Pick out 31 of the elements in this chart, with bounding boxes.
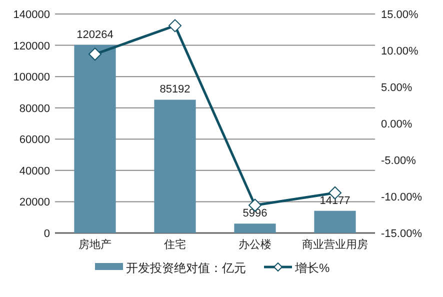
data-label: 5996 (242, 208, 268, 220)
x-tick-label: 商业营业用房 (302, 238, 368, 251)
y2-tick-label: 15.00% (381, 9, 419, 21)
data-label: 14177 (320, 194, 350, 207)
data-label: 85192 (160, 84, 190, 96)
y2-tick-label: 10.00% (381, 46, 419, 58)
bar (314, 210, 356, 233)
legend-label: 增长% (294, 261, 330, 275)
data-label: 120264 (76, 28, 114, 41)
bar (154, 100, 196, 233)
y2-tick-label: 5.00% (381, 82, 412, 94)
y-tick-label: 60000 (19, 134, 50, 146)
x-tick-label: 办公楼 (238, 238, 272, 251)
y-tick-label: 120000 (13, 40, 50, 52)
bar (234, 224, 276, 233)
y2-tick-label: 0.00% (381, 118, 412, 130)
bar (74, 44, 116, 233)
point (88, 48, 102, 61)
y-tick-label: 20000 (19, 196, 50, 209)
y-tick-label: 140000 (13, 9, 50, 21)
y2-tick-label: -5.00% (381, 155, 416, 167)
point (168, 19, 182, 32)
x-tick-label: 住宅 (164, 238, 186, 251)
y-tick-label: 80000 (19, 102, 50, 115)
y-tick-label: 100000 (13, 72, 50, 84)
y2-tick-label: -15.00% (381, 228, 422, 240)
y-tick-label: 40000 (19, 165, 50, 178)
y2-tick-label: -10.00% (381, 192, 422, 204)
x-tick-label: 房地产 (78, 238, 112, 251)
y-tick-label: 0 (44, 228, 50, 240)
legend-label: 开发投资绝对值：亿元 (126, 261, 246, 275)
